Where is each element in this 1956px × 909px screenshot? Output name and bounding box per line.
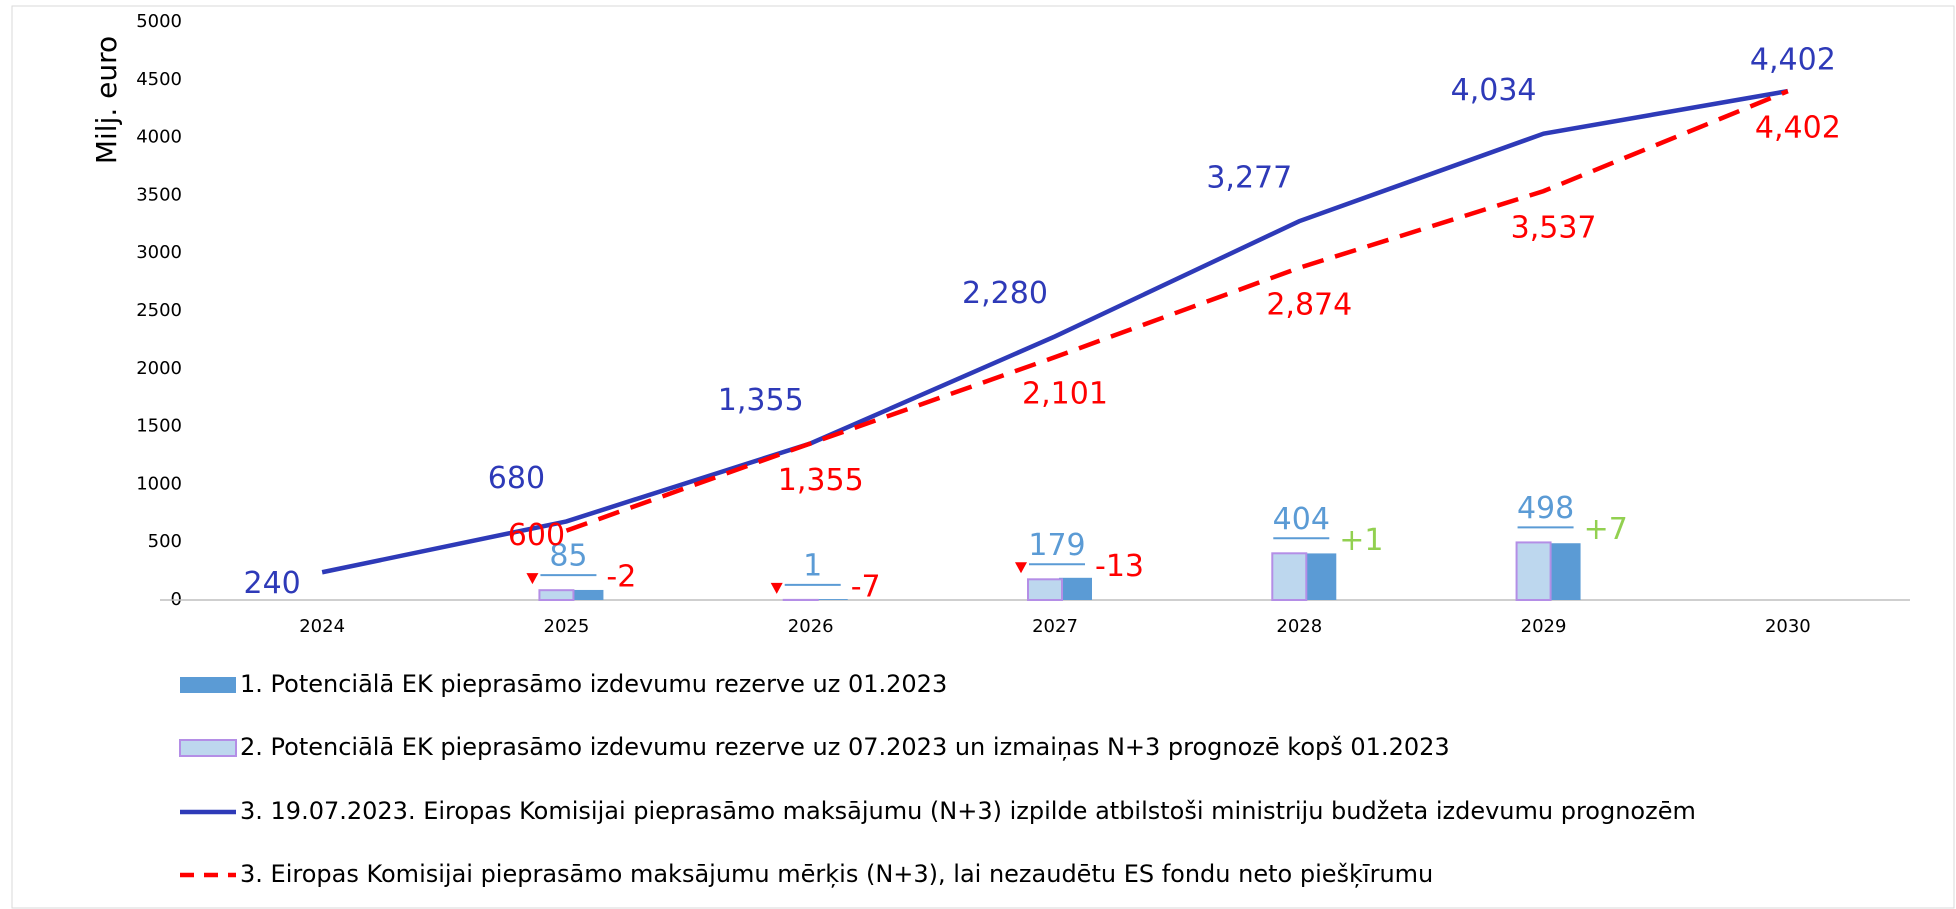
line-value-label: 2,101 <box>1022 377 1108 412</box>
y-tick-label: 3000 <box>136 242 182 263</box>
bar <box>1059 577 1092 600</box>
legend-label: 3. 19.07.2023. Eiropas Komisijai piepras… <box>240 797 1696 825</box>
change-label: -2 <box>606 560 636 595</box>
x-tick-label: 2030 <box>1765 616 1811 637</box>
bar-value-label: 498 <box>1517 491 1574 526</box>
y-tick-label: 3500 <box>136 184 182 205</box>
y-tick-label: 1000 <box>136 473 182 494</box>
bar-value-label: 404 <box>1273 502 1330 537</box>
line-value-label: 3,277 <box>1206 161 1292 196</box>
bar <box>814 599 848 600</box>
x-tick-label: 2027 <box>1032 616 1078 637</box>
line <box>321 88 1789 575</box>
bar <box>1303 553 1337 600</box>
line <box>565 89 1789 533</box>
line-value-label: 1,355 <box>718 383 804 418</box>
line-value-label: 4,034 <box>1451 73 1537 108</box>
line-value-label: 240 <box>244 566 301 601</box>
decrease-marker <box>526 573 539 585</box>
change-label: +1 <box>1339 523 1383 558</box>
legend-label: 1. Potenciālā EK pieprasāmo izdevumu rez… <box>240 670 947 698</box>
y-tick-label: 4500 <box>136 69 182 90</box>
x-tick-label: 2029 <box>1521 616 1567 637</box>
bar <box>1271 552 1308 602</box>
y-axis-label: Milj. euro <box>90 36 123 164</box>
legend-swatch <box>179 739 237 757</box>
decrease-marker <box>770 582 783 594</box>
line-value-label: 4,402 <box>1750 43 1836 78</box>
bar-value-label: 1 <box>803 548 822 583</box>
bar <box>538 589 575 602</box>
y-tick-label: 2500 <box>136 300 182 321</box>
bar-value-label: 179 <box>1028 528 1085 563</box>
bar <box>1515 541 1552 602</box>
y-tick-label: 500 <box>148 531 182 552</box>
bar <box>1547 543 1581 600</box>
y-tick-label: 2000 <box>136 358 182 379</box>
bar <box>1027 578 1063 602</box>
x-tick-label: 2028 <box>1276 616 1322 637</box>
legend-label: 3. Eiropas Komisijai pieprasāmo maksājum… <box>240 860 1433 888</box>
bar <box>570 589 604 600</box>
x-tick-label: 2024 <box>299 616 345 637</box>
change-label: +7 <box>1584 512 1628 547</box>
decrease-marker <box>1015 562 1027 574</box>
y-tick-label: 5000 <box>136 11 182 32</box>
line-value-label: 2,280 <box>962 276 1048 311</box>
x-tick-label: 2026 <box>788 616 834 637</box>
y-tick-label: 4000 <box>136 127 182 148</box>
change-label: -13 <box>1095 549 1144 584</box>
y-tick-label: 1500 <box>136 416 182 437</box>
line-value-label: 2,874 <box>1266 287 1352 322</box>
legend-label: 2. Potenciālā EK pieprasāmo izdevumu rez… <box>240 733 1450 761</box>
line-value-label: 680 <box>488 461 545 496</box>
change-label: -7 <box>851 569 881 604</box>
line-value-label: 600 <box>508 518 565 553</box>
line-value-label: 1,355 <box>778 463 864 498</box>
line-value-label: 4,402 <box>1755 111 1841 146</box>
legend-swatch <box>180 677 236 693</box>
x-tick-label: 2025 <box>544 616 590 637</box>
line-value-label: 3,537 <box>1511 211 1597 246</box>
bar-value-label: 85 <box>549 539 587 574</box>
